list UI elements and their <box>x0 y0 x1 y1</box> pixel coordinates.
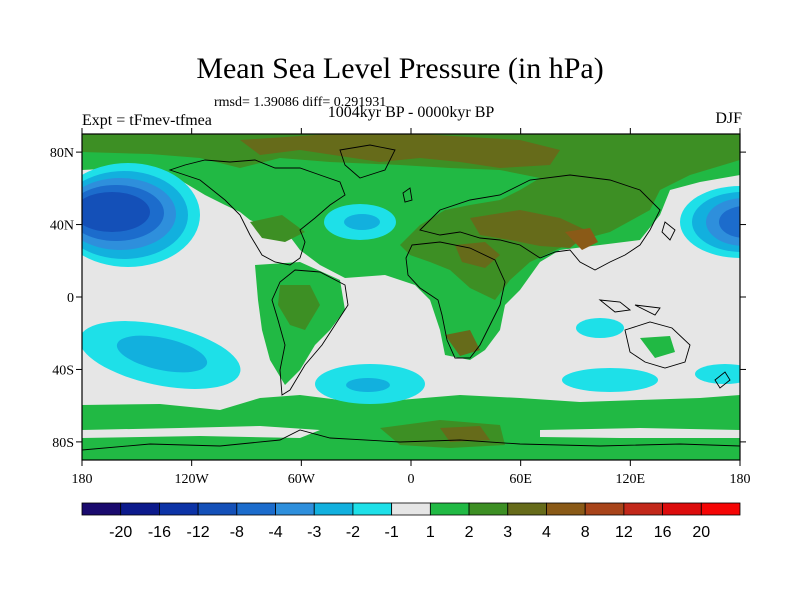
coast-africa <box>405 241 506 359</box>
contour-fields <box>82 134 740 460</box>
atlantic-low-2 <box>344 214 380 230</box>
africa-south-brown <box>445 330 480 356</box>
x-tick-label: 120W <box>175 472 210 487</box>
southern-white-gap <box>82 426 320 438</box>
wpacific-low-3 <box>706 198 740 246</box>
colorbar-label: 20 <box>692 524 710 541</box>
colorbar-swatch <box>429 502 470 516</box>
us-olive <box>250 215 305 242</box>
stats-line: rmsd= 1.39086 diff= 0.291931 <box>214 95 387 110</box>
y-tick-label: 0 <box>67 291 74 306</box>
coast-nz <box>714 371 731 389</box>
colorbar-swatch <box>507 502 547 516</box>
colorbar-label: -12 <box>187 524 210 541</box>
central-asia-brown <box>470 210 590 248</box>
colorbar-swatch <box>468 502 509 516</box>
satlantic-low-2 <box>346 378 390 392</box>
experiment-label: Expt = tFmev-tfmea <box>82 112 212 129</box>
colorbar-label: -4 <box>268 524 282 541</box>
south-indian-low <box>562 368 658 392</box>
southern-white-gap-2 <box>540 428 740 438</box>
south-america-olive <box>278 285 320 330</box>
colorbar-label: 2 <box>465 524 474 541</box>
colorbar-label: 3 <box>503 524 512 541</box>
colorbar-label: -20 <box>109 524 132 541</box>
x-tick-label: 120E <box>616 472 646 487</box>
colorbar-swatch <box>81 502 122 516</box>
colorbar-label: 12 <box>615 524 633 541</box>
coast-north-america <box>168 159 346 266</box>
colorbar-swatch <box>391 502 431 516</box>
india-brown <box>565 228 598 250</box>
coast-south-america <box>271 269 349 396</box>
period-label: 1004kyr BP - 0000kyr BP <box>327 104 495 121</box>
colorbar-label: -3 <box>307 524 321 541</box>
arabia-brown <box>455 242 500 268</box>
pacific-low-5 <box>82 192 150 232</box>
colorbar-label: -1 <box>385 524 399 541</box>
x-tick-label: 0 <box>408 472 415 487</box>
season-label: DJF <box>715 110 742 127</box>
y-tick-label: 40N <box>50 219 74 234</box>
coast-uk <box>402 187 413 203</box>
x-tick-label: 60E <box>509 472 532 487</box>
wpacific-low-4 <box>719 206 740 238</box>
y-axis: 80N 40N 0 40S 80S <box>50 146 746 451</box>
colorbar-swatch <box>120 502 160 516</box>
colorbar-swatch <box>662 502 702 516</box>
colorbar-label: 1 <box>426 524 435 541</box>
coast-indonesia <box>598 299 661 316</box>
colorbar-swatch <box>236 502 276 516</box>
spacific-low-2 <box>116 335 208 373</box>
x-axis: 180 120W 60W 0 60E 120E 180 <box>72 128 751 487</box>
x-tick-label: 60W <box>288 472 316 487</box>
colorbar-swatch <box>623 502 663 516</box>
colorbar-label: -8 <box>230 524 244 541</box>
x-tick-label: 180 <box>730 472 751 487</box>
eurasia-brown <box>240 134 560 168</box>
coastlines <box>82 144 740 451</box>
coast-greenland <box>339 144 396 179</box>
indian-low <box>576 318 624 338</box>
coast-australia <box>624 321 691 369</box>
nz-low <box>695 364 740 384</box>
australia-positive <box>640 336 675 358</box>
x-tick-label: 180 <box>72 472 93 487</box>
colorbar-swatch <box>313 502 354 516</box>
coast-antarctica <box>82 429 740 451</box>
y-tick-label: 80N <box>50 146 74 161</box>
coast-japan <box>661 221 676 241</box>
colorbar-swatch <box>197 502 238 516</box>
colorbar-swatch <box>159 502 199 516</box>
colorbar-swatch <box>275 502 315 516</box>
colorbar-label: 4 <box>542 524 551 541</box>
colorbar-swatch <box>700 502 741 516</box>
colorbar-swatch <box>584 502 625 516</box>
colorbar-label: -2 <box>346 524 360 541</box>
y-tick-label: 40S <box>52 363 74 378</box>
y-tick-label: 80S <box>52 436 74 451</box>
colorbar-swatch <box>546 502 586 516</box>
colorbar-swatch <box>352 502 393 516</box>
chart-title: Mean Sea Level Pressure (in hPa) <box>196 52 604 85</box>
coast-eurasia <box>419 174 661 271</box>
colorbar-label: 8 <box>581 524 590 541</box>
colorbar-label: 16 <box>654 524 672 541</box>
colorbar: -20 -16 -12 -8 -4 -3 -2 -1 1 2 3 4 8 12 16 20 <box>81 502 741 541</box>
colorbar-label: -16 <box>148 524 171 541</box>
antarctica-brown <box>440 426 490 442</box>
